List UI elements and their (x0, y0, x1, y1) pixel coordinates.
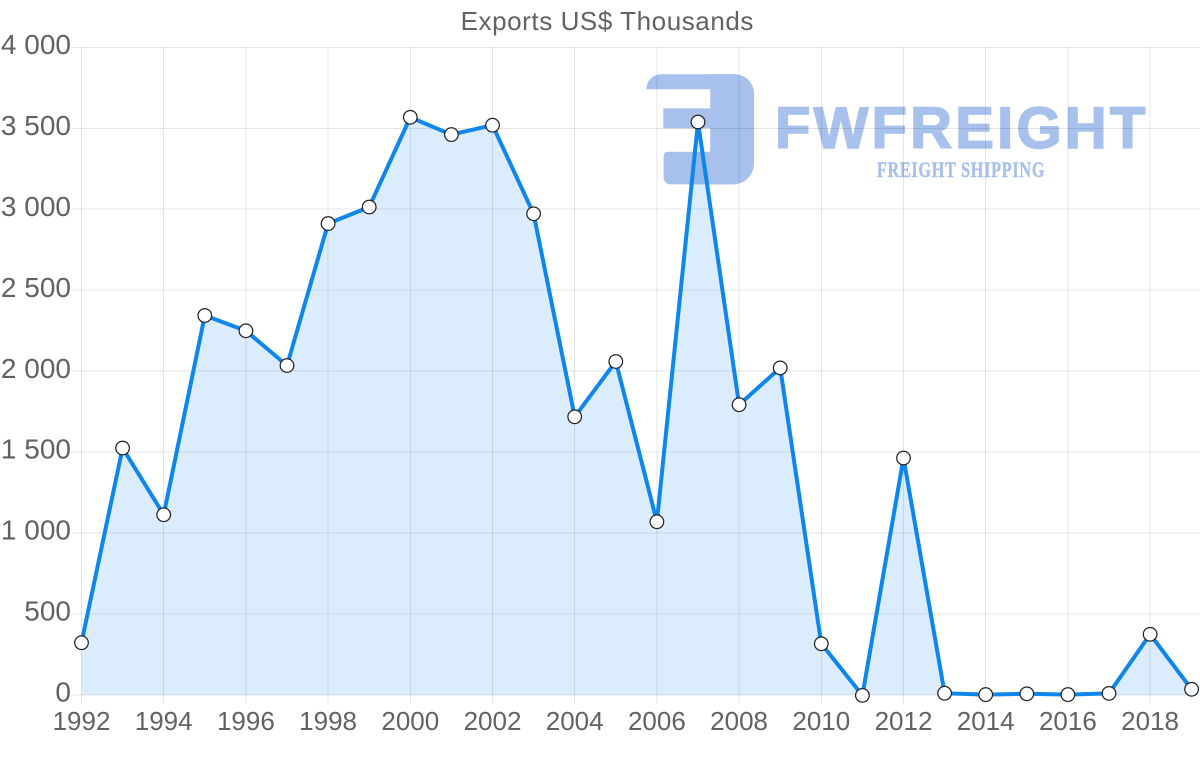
svg-text:3 000: 3 000 (1, 191, 71, 222)
svg-text:500: 500 (24, 596, 71, 627)
svg-text:4 000: 4 000 (1, 29, 71, 60)
svg-text:2 000: 2 000 (1, 353, 71, 384)
svg-text:2002: 2002 (464, 706, 522, 736)
svg-text:FWFREIGHT: FWFREIGHT (775, 96, 1149, 161)
svg-text:2 500: 2 500 (1, 272, 71, 303)
svg-text:2000: 2000 (381, 706, 439, 736)
svg-text:FREIGHT SHIPPING: FREIGHT SHIPPING (877, 159, 1045, 183)
svg-text:2004: 2004 (546, 706, 604, 736)
svg-text:2014: 2014 (957, 706, 1015, 736)
svg-text:2012: 2012 (875, 706, 933, 736)
svg-text:1996: 1996 (217, 706, 275, 736)
svg-text:2016: 2016 (1039, 706, 1097, 736)
svg-text:2010: 2010 (792, 706, 850, 736)
svg-text:1 500: 1 500 (1, 434, 71, 465)
svg-text:2006: 2006 (628, 706, 686, 736)
svg-text:3 500: 3 500 (1, 110, 71, 141)
svg-text:2018: 2018 (1121, 706, 1179, 736)
svg-text:2008: 2008 (710, 706, 768, 736)
svg-text:1 000: 1 000 (1, 515, 71, 546)
svg-text:1994: 1994 (135, 706, 193, 736)
svg-text:Exports US$ Thousands: Exports US$ Thousands (461, 6, 754, 36)
svg-text:1992: 1992 (53, 706, 111, 736)
svg-text:0: 0 (55, 677, 71, 708)
svg-text:1998: 1998 (299, 706, 357, 736)
